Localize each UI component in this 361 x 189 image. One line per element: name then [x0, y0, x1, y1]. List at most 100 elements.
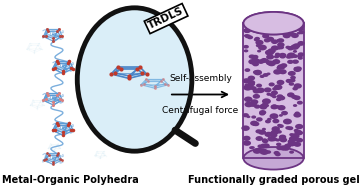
Circle shape [297, 101, 303, 105]
Circle shape [288, 139, 295, 144]
Circle shape [291, 44, 299, 50]
Circle shape [264, 59, 269, 63]
Circle shape [243, 45, 249, 49]
Circle shape [271, 91, 278, 95]
Circle shape [277, 66, 283, 70]
Circle shape [279, 69, 287, 74]
Circle shape [288, 72, 293, 75]
Circle shape [249, 146, 253, 149]
Circle shape [276, 98, 282, 101]
Circle shape [288, 82, 294, 86]
Circle shape [286, 55, 291, 59]
Circle shape [253, 89, 260, 94]
Circle shape [247, 84, 254, 88]
Circle shape [289, 136, 298, 142]
Circle shape [294, 129, 299, 132]
Circle shape [283, 119, 292, 124]
Circle shape [245, 28, 250, 31]
Text: Functionally graded porous gel: Functionally graded porous gel [188, 175, 360, 184]
Circle shape [251, 115, 256, 119]
Circle shape [249, 82, 255, 86]
Circle shape [277, 38, 284, 43]
Text: Metal-Organic Polyhedra: Metal-Organic Polyhedra [2, 175, 139, 184]
Circle shape [247, 35, 253, 39]
Circle shape [272, 87, 278, 91]
Ellipse shape [243, 12, 304, 34]
Circle shape [276, 146, 283, 150]
Circle shape [256, 117, 263, 122]
Circle shape [286, 46, 291, 49]
Circle shape [244, 34, 249, 37]
Circle shape [296, 130, 301, 133]
Circle shape [290, 78, 296, 82]
Circle shape [277, 124, 282, 127]
Circle shape [290, 76, 296, 80]
Circle shape [281, 25, 287, 29]
Circle shape [279, 135, 286, 139]
Circle shape [248, 76, 255, 81]
Circle shape [293, 95, 301, 100]
Circle shape [279, 145, 288, 151]
Circle shape [259, 110, 266, 115]
Circle shape [261, 144, 266, 147]
Circle shape [258, 130, 266, 135]
Circle shape [262, 103, 268, 107]
Circle shape [248, 59, 257, 64]
Circle shape [274, 151, 280, 155]
Circle shape [296, 23, 305, 29]
Circle shape [277, 105, 286, 110]
Circle shape [271, 105, 277, 108]
Circle shape [284, 147, 289, 151]
Circle shape [244, 49, 248, 52]
Circle shape [251, 62, 256, 64]
Circle shape [294, 67, 299, 70]
Circle shape [296, 138, 303, 143]
Circle shape [287, 145, 291, 148]
Circle shape [274, 55, 279, 58]
Ellipse shape [243, 12, 304, 34]
Circle shape [287, 32, 294, 36]
Circle shape [272, 59, 280, 64]
Circle shape [244, 83, 250, 87]
Circle shape [254, 23, 262, 28]
Circle shape [268, 132, 273, 135]
Circle shape [268, 136, 276, 142]
Circle shape [256, 129, 262, 133]
Circle shape [277, 64, 286, 70]
Circle shape [244, 102, 253, 107]
Circle shape [289, 151, 294, 154]
Circle shape [285, 126, 291, 130]
Circle shape [279, 54, 286, 59]
Circle shape [262, 139, 269, 143]
Circle shape [249, 102, 257, 107]
Circle shape [293, 67, 301, 72]
Circle shape [297, 41, 305, 46]
Circle shape [265, 50, 274, 56]
Circle shape [262, 73, 269, 77]
Circle shape [284, 144, 291, 148]
Circle shape [297, 55, 303, 58]
Circle shape [260, 105, 267, 110]
Circle shape [258, 45, 267, 50]
Circle shape [295, 112, 300, 115]
Circle shape [256, 44, 261, 47]
Circle shape [259, 111, 265, 115]
Circle shape [262, 34, 269, 38]
Circle shape [253, 148, 261, 154]
Circle shape [297, 27, 304, 31]
Circle shape [262, 143, 270, 148]
Circle shape [290, 23, 296, 28]
Circle shape [287, 79, 292, 83]
Circle shape [243, 78, 251, 84]
Circle shape [252, 55, 258, 59]
Circle shape [252, 122, 258, 126]
Circle shape [255, 40, 264, 45]
Circle shape [271, 39, 278, 44]
Text: TRDLS: TRDLS [147, 6, 186, 31]
Circle shape [292, 87, 298, 91]
Circle shape [287, 60, 293, 64]
Circle shape [266, 54, 274, 60]
Circle shape [278, 45, 284, 49]
Circle shape [276, 46, 281, 50]
Circle shape [243, 85, 252, 91]
